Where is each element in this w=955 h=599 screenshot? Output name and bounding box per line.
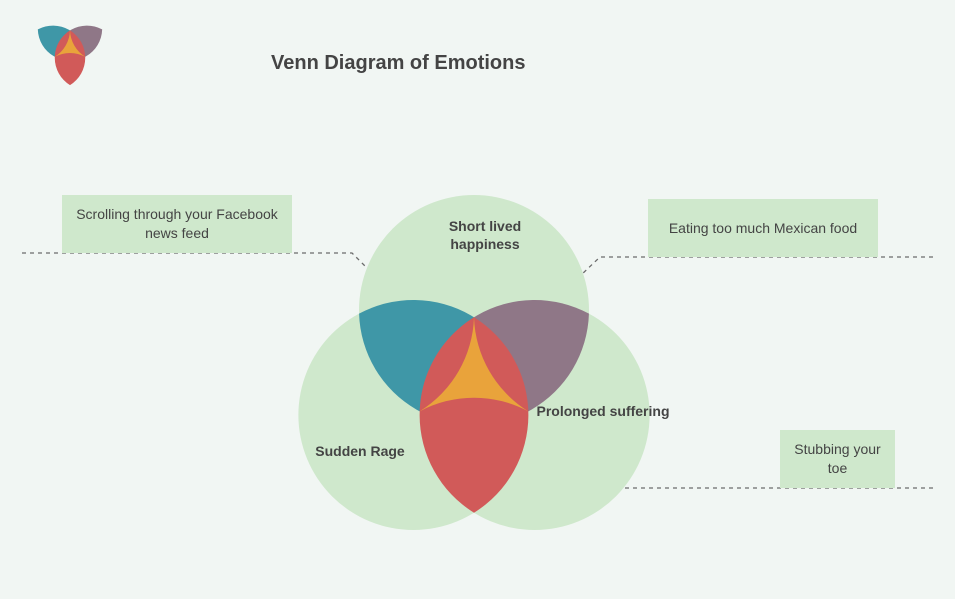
venn-label-top: Short lived happiness bbox=[430, 217, 540, 253]
diagram-canvas bbox=[0, 0, 955, 599]
diagram-title: Venn Diagram of Emotions bbox=[271, 52, 525, 75]
callout-toe: Stubbing your toe bbox=[780, 430, 895, 488]
callout-mexican: Eating too much Mexican food bbox=[648, 199, 878, 257]
venn-label-right: Prolonged suffering bbox=[518, 402, 688, 420]
callout-facebook: Scrolling through your Facebook news fee… bbox=[62, 195, 292, 253]
page-root: Venn Diagram of Emotions Short lived hap… bbox=[0, 0, 955, 599]
venn-label-left: Sudden Rage bbox=[290, 442, 430, 460]
